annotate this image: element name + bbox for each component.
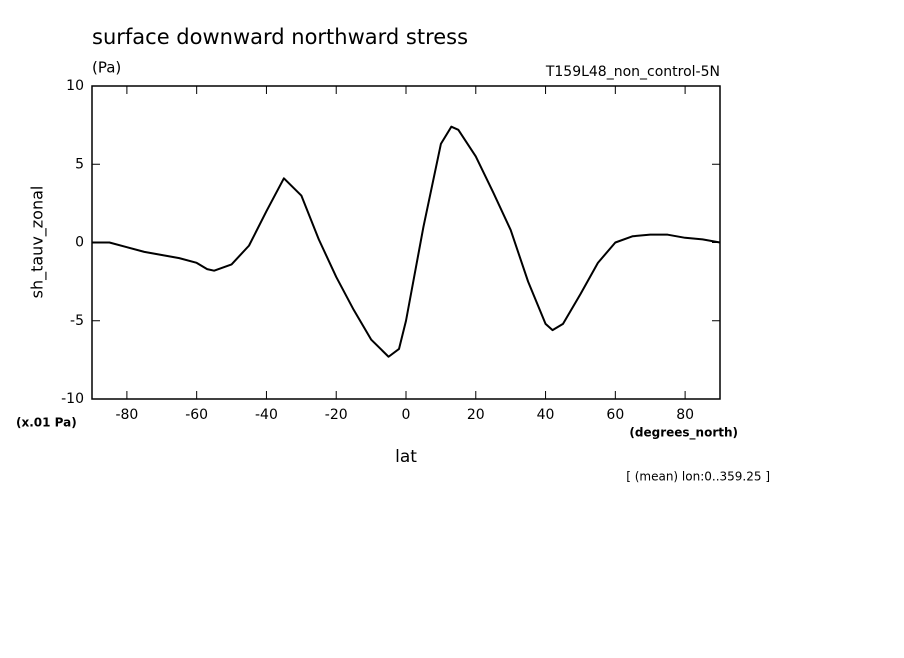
x-tick-label: 40	[537, 407, 555, 423]
x-tick-label: 60	[606, 407, 624, 423]
x-tick-label: 80	[676, 407, 694, 423]
x-tick-label: -80	[115, 407, 138, 423]
annotation: [ (mean) lon:0..359.25 ]	[626, 470, 770, 484]
units: (Pa)	[92, 59, 121, 77]
line	[92, 125, 721, 358]
x-tick-label: -40	[255, 407, 278, 423]
x-axis-label: lat	[395, 447, 417, 467]
x-units: (degrees_north)	[629, 426, 738, 441]
y-tick-label: -10	[61, 391, 84, 407]
chart-title: surface downward northward stress	[92, 25, 468, 49]
y-scale-note: (x.01 Pa)	[16, 416, 77, 430]
subtitle: T159L48_non_control-5N	[545, 64, 720, 80]
y-axis-label: sh_tauv_zonal	[28, 186, 48, 299]
y-tick-label: 10	[66, 78, 84, 94]
y-tick-label: 0	[75, 235, 84, 251]
y-tick-label: 5	[75, 156, 84, 172]
x-tick-label: 20	[467, 407, 485, 423]
x-tick-label: -60	[185, 407, 208, 423]
y-tick-label: -5	[70, 313, 84, 329]
x-tick-label: 0	[402, 407, 411, 423]
x-tick-label: -20	[325, 407, 348, 423]
